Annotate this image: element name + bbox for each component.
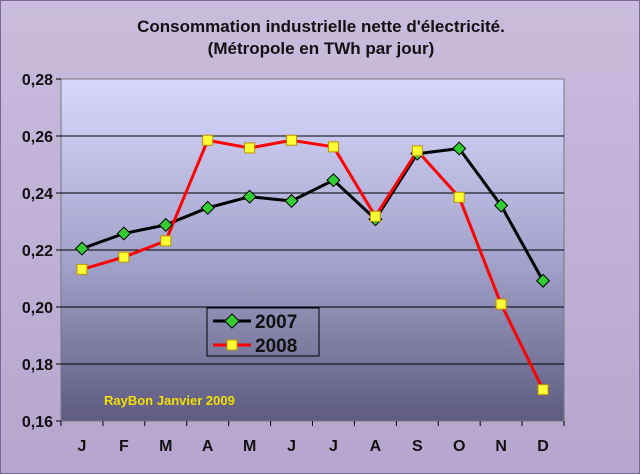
data-point-2008 [453, 191, 465, 203]
data-point-2008 [160, 235, 172, 247]
x-tick-label: A [202, 438, 214, 455]
data-point-2008 [327, 141, 339, 153]
data-point-2008 [369, 210, 381, 222]
y-tick-label: 0,16 [22, 414, 53, 431]
y-tick-label: 0,24 [22, 186, 53, 203]
legend-box [206, 307, 320, 357]
data-point-2007 [452, 141, 467, 156]
data-point-2008 [411, 145, 423, 157]
legend-marker-2007 [224, 313, 240, 329]
series-line-2008 [81, 138, 545, 391]
legend-label-2008: 2008 [255, 336, 297, 357]
y-tick-label: 0,28 [22, 72, 53, 89]
x-tick-label: M [159, 438, 172, 455]
x-tick-label: O [453, 438, 465, 455]
x-tick-label: J [78, 438, 87, 455]
x-tick-label: J [287, 438, 296, 455]
y-tick-label: 0,22 [22, 243, 53, 260]
data-point-2008 [537, 384, 549, 396]
x-tick-label: M [243, 438, 256, 455]
data-point-2008 [495, 298, 507, 310]
data-point-2007 [116, 226, 131, 241]
legend: 2007 2008 [206, 307, 320, 357]
legend-marker-2008 [226, 339, 238, 351]
data-point-2007 [494, 198, 509, 213]
x-tick-label: F [119, 438, 129, 455]
y-tick-label: 0,20 [22, 300, 53, 317]
data-point-2007 [200, 200, 215, 215]
data-point-2008 [118, 251, 130, 263]
data-point-2007 [284, 193, 299, 209]
y-axis-ticks: 0,16 0,18 0,20 0,22 0,24 0,26 0,28 [22, 72, 61, 431]
x-tick-label: D [537, 438, 549, 455]
chart-subtitle: (Métropole en TWh par jour) [207, 39, 435, 58]
watermark-annotation: RayBon Janvier 2009 [104, 393, 235, 408]
data-point-2007 [74, 241, 90, 256]
data-point-2007 [242, 189, 257, 204]
data-point-2007 [158, 217, 173, 232]
data-point-2007 [535, 273, 551, 288]
series-layer [74, 134, 551, 396]
legend-label-2007: 2007 [255, 312, 297, 333]
data-point-2008 [76, 263, 88, 275]
x-tick-label: J [329, 438, 338, 455]
data-point-2008 [244, 142, 256, 154]
y-tick-label: 0,18 [22, 357, 53, 374]
data-point-2008 [286, 134, 298, 146]
series-line-2007 [81, 147, 545, 282]
data-point-2007 [326, 173, 341, 188]
x-tick-label: S [412, 438, 423, 455]
x-tick-label: A [370, 438, 382, 455]
chart-title: Consommation industrielle nette d'électr… [137, 17, 505, 36]
y-tick-label: 0,26 [22, 129, 53, 146]
data-point-2008 [202, 134, 214, 146]
x-tick-label: N [495, 438, 507, 455]
